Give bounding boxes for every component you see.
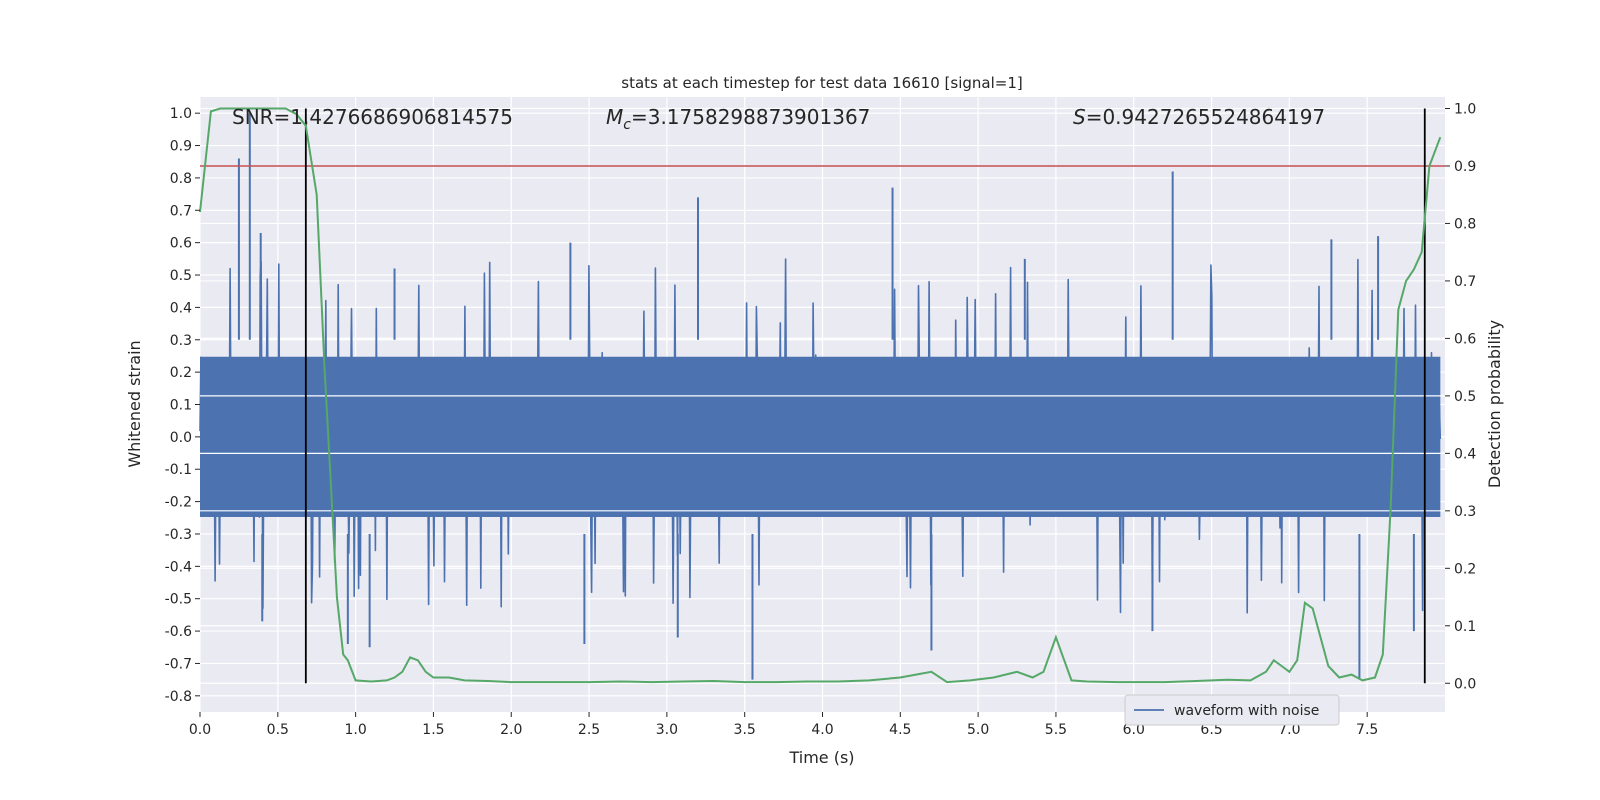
x-tick-label: 4.5 — [889, 722, 911, 738]
y2-tick-label: 0.0 — [1454, 676, 1476, 692]
y2-tick-label: 0.5 — [1454, 389, 1476, 405]
y2-tick-label: 0.8 — [1454, 216, 1476, 232]
x-tick-label: 6.5 — [1200, 722, 1222, 738]
y-tick-label: 0.0 — [170, 430, 192, 446]
x-tick-label: 0.0 — [189, 722, 211, 738]
x-tick-label: 2.5 — [578, 722, 600, 738]
legend: waveform with noise — [1124, 694, 1340, 726]
y-tick-label: 0.4 — [170, 300, 192, 316]
noise-series — [199, 113, 1442, 680]
y2-tick-label: 0.1 — [1454, 619, 1476, 635]
legend-label: waveform with noise — [1174, 703, 1319, 719]
y-tick-label: -0.3 — [165, 527, 192, 543]
ticks: 0.0 0.5 1.0 1.5 2.0 2.5 3.0 3.5 4.0 4.5 5.0 5.5 6.0 6… — [165, 101, 1477, 738]
y-tick-label: 1.0 — [170, 106, 192, 122]
y2-tick-label: 0.2 — [1454, 561, 1476, 577]
y2-tick-label: 0.9 — [1454, 159, 1476, 175]
x-tick-label: 5.5 — [1045, 722, 1067, 738]
x-tick-label: 7.5 — [1356, 722, 1378, 738]
x-tick-label: 6.0 — [1123, 722, 1145, 738]
y-tick-label: 0.8 — [170, 171, 192, 187]
y2-tick-label: 0.3 — [1454, 504, 1476, 520]
x-tick-label: 5.0 — [967, 722, 989, 738]
x-tick-label: 1.0 — [344, 722, 366, 738]
x-axis-label: Time (s) — [788, 748, 854, 767]
y-tick-label: 0.1 — [170, 398, 192, 414]
y2-tick-label: 0.4 — [1454, 446, 1476, 462]
y-tick-label: 0.6 — [170, 236, 192, 252]
y-tick-label: -0.7 — [165, 656, 192, 672]
y-tick-label: 0.2 — [170, 365, 192, 381]
s-annotation: S=0.9427265524864197 — [1073, 105, 1325, 129]
y-tick-label: -0.4 — [165, 559, 192, 575]
chart-title: stats at each timestep for test data 166… — [621, 74, 1022, 92]
x-tick-label: 4.0 — [811, 722, 833, 738]
y2-axis-label: Detection probability — [1485, 320, 1504, 488]
y-tick-label: -0.6 — [165, 624, 192, 640]
y-tick-label: 0.7 — [170, 203, 192, 219]
mc-symbol: M — [606, 105, 623, 129]
overlays — [199, 107, 1445, 684]
mc-subscript: c — [623, 117, 631, 133]
y-tick-label: -0.1 — [165, 462, 192, 478]
x-tick-label: 1.5 — [422, 722, 444, 738]
y2-tick-label: 1.0 — [1454, 101, 1476, 117]
y-tick-label: -0.2 — [165, 495, 192, 511]
x-tick-label: 3.5 — [734, 722, 756, 738]
waveform-core-band — [200, 356, 1441, 517]
y-tick-label: 0.3 — [170, 333, 192, 349]
legend-box — [1124, 694, 1340, 726]
y-tick-label: 0.5 — [170, 268, 192, 284]
x-tick-label: 0.5 — [267, 722, 289, 738]
y2-tick-label: 0.6 — [1454, 331, 1476, 347]
y2-tick-label: 0.7 — [1454, 274, 1476, 290]
x-tick-label: 3.0 — [656, 722, 678, 738]
snr-annotation: SNR=1.4276686906814575 — [232, 105, 513, 129]
s-value: =0.9427265524864197 — [1086, 105, 1325, 129]
y-axis-label: Whitened strain — [125, 340, 144, 467]
y-tick-label: -0.5 — [165, 592, 192, 608]
y-tick-label: -0.8 — [165, 689, 192, 705]
s-symbol: S — [1073, 105, 1086, 129]
detection-probability-line — [199, 107, 1442, 684]
mc-value: =3.1758298873901367 — [631, 105, 870, 129]
x-tick-label: 7.0 — [1278, 722, 1300, 738]
x-tick-label: 2.0 — [500, 722, 522, 738]
mc-annotation: Mc=3.1758298873901367 — [606, 105, 870, 133]
y-tick-label: 0.9 — [170, 139, 192, 155]
